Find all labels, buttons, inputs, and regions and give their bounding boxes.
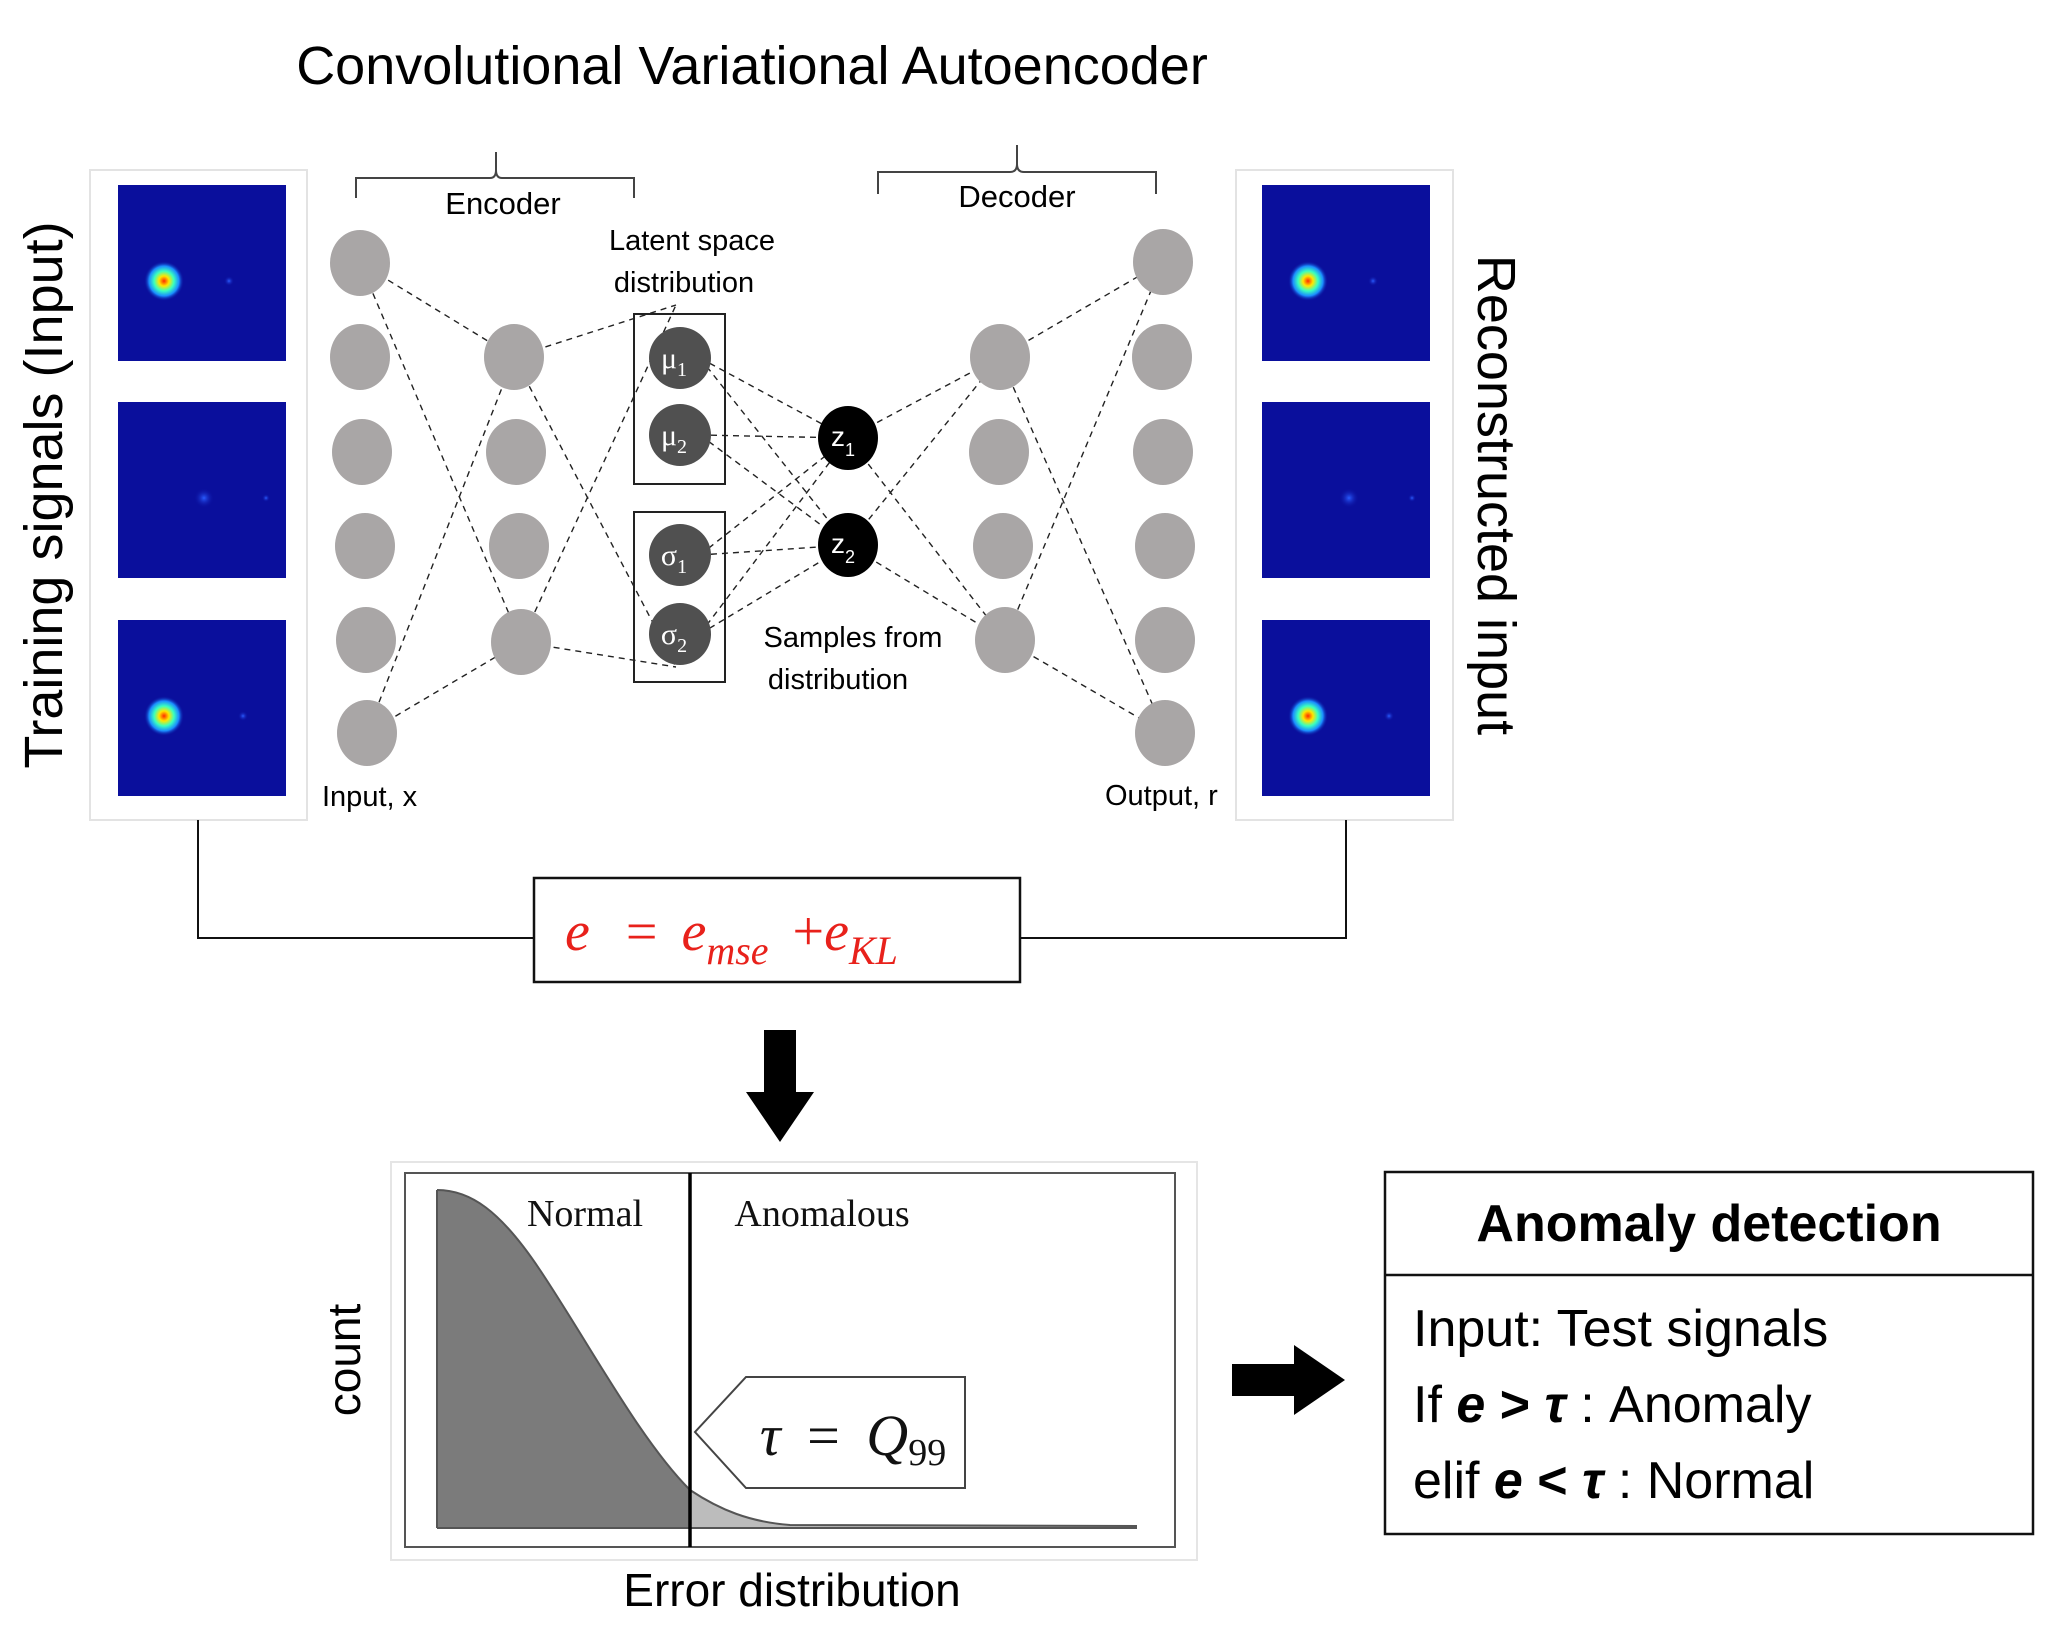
input-heatmap-2 — [118, 402, 286, 578]
hidden-node — [486, 419, 546, 485]
z1-node: z1 — [818, 406, 878, 470]
input-heatmap-3 — [118, 620, 286, 796]
input-panel-label: Training signals (Input) — [14, 221, 74, 768]
output-node — [1135, 607, 1195, 673]
encoder-brace — [355, 152, 635, 198]
input-node — [332, 419, 392, 485]
decoder-label: Decoder — [958, 179, 1075, 214]
hidden-node — [969, 419, 1029, 485]
detection-line-3: elif e < τ : Normal — [1413, 1452, 1814, 1510]
down-arrow — [746, 1030, 814, 1142]
loss-connectors — [197, 820, 1347, 939]
output-node — [1133, 419, 1193, 485]
z2-node: z2 — [818, 513, 878, 577]
output-node — [1135, 700, 1195, 766]
input-node — [336, 607, 396, 673]
error-histogram: Normal Anomalous τ = Q99 — [390, 1161, 1198, 1561]
histogram-area-normal — [437, 1190, 690, 1528]
input-node — [335, 513, 395, 579]
mu-box — [633, 313, 726, 485]
encoder-input-layer — [330, 230, 397, 766]
output-heatmap-2 — [1262, 402, 1430, 578]
threshold-formula: τ = Q99 — [760, 1403, 946, 1474]
output-node — [1132, 324, 1192, 390]
output-heatmap-3 — [1262, 620, 1430, 796]
decoder-output-layer — [1132, 229, 1195, 766]
detection-title: Anomaly detection — [1476, 1195, 1941, 1253]
output-node — [1133, 229, 1193, 295]
detection-line-2: If e > τ : Anomaly — [1413, 1376, 1811, 1434]
latent-label-1: Latent space — [609, 225, 775, 257]
histogram-xlabel: Error distribution — [623, 1564, 960, 1616]
input-panel — [89, 169, 308, 821]
input-node — [330, 230, 390, 296]
hidden-node — [973, 513, 1033, 579]
figure-title: Convolutional Variational Autoencoder — [296, 36, 1208, 96]
anomaly-detection-box: Anomaly detection Input: Test signals If… — [1383, 1170, 2035, 1536]
threshold-callout — [693, 1376, 966, 1489]
input-node — [337, 700, 397, 766]
samples-label-2: distribution — [768, 664, 908, 696]
svg-text:μ2: μ2 — [661, 419, 687, 458]
output-heatmap-1 — [1262, 185, 1430, 361]
output-r-label: Output, r — [1105, 780, 1218, 812]
anomalous-region-label: Anomalous — [734, 1193, 909, 1235]
hidden-node — [975, 607, 1035, 673]
normal-region-label: Normal — [527, 1193, 643, 1235]
output-panel-label: Reconstructed input — [1466, 255, 1526, 735]
output-node — [1135, 513, 1195, 579]
histogram-ylabel: count — [318, 1304, 370, 1417]
svg-text:σ1: σ1 — [661, 539, 687, 578]
latent-label-2: distribution — [614, 267, 754, 299]
loss-formula: e = emse +eKL — [565, 901, 898, 977]
right-arrow — [1232, 1345, 1345, 1415]
sigma2-node: σ2 — [649, 603, 711, 665]
encoder-label: Encoder — [445, 186, 560, 221]
svg-text:z2: z2 — [831, 528, 855, 567]
svg-text:σ2: σ2 — [661, 618, 687, 657]
mu1-node: μ1 — [649, 327, 711, 389]
loss-box — [532, 876, 1022, 984]
svg-text:μ1: μ1 — [661, 342, 687, 381]
histogram-area-anomalous — [690, 1490, 1137, 1528]
sigma1-node: σ1 — [649, 524, 711, 586]
detection-line-1: Input: Test signals — [1413, 1300, 1828, 1358]
histogram-curve — [436, 1189, 1138, 1527]
output-panel — [1235, 169, 1454, 821]
input-heatmap-1 — [118, 185, 286, 361]
decoder-brace — [877, 145, 1157, 194]
hidden-node — [489, 513, 549, 579]
hidden-node — [970, 324, 1030, 390]
svg-text:z1: z1 — [831, 421, 855, 460]
encoder-hidden-layer — [484, 324, 551, 675]
decoder-hidden-layer — [969, 324, 1035, 673]
hidden-node — [491, 609, 551, 675]
latent-connections — [699, 357, 849, 635]
hidden-node — [484, 324, 544, 390]
input-x-label: Input, x — [322, 781, 418, 813]
mu2-node: μ2 — [649, 404, 711, 466]
input-node — [330, 324, 390, 390]
sigma-box — [633, 511, 726, 683]
samples-label-1: Samples from — [764, 622, 943, 654]
